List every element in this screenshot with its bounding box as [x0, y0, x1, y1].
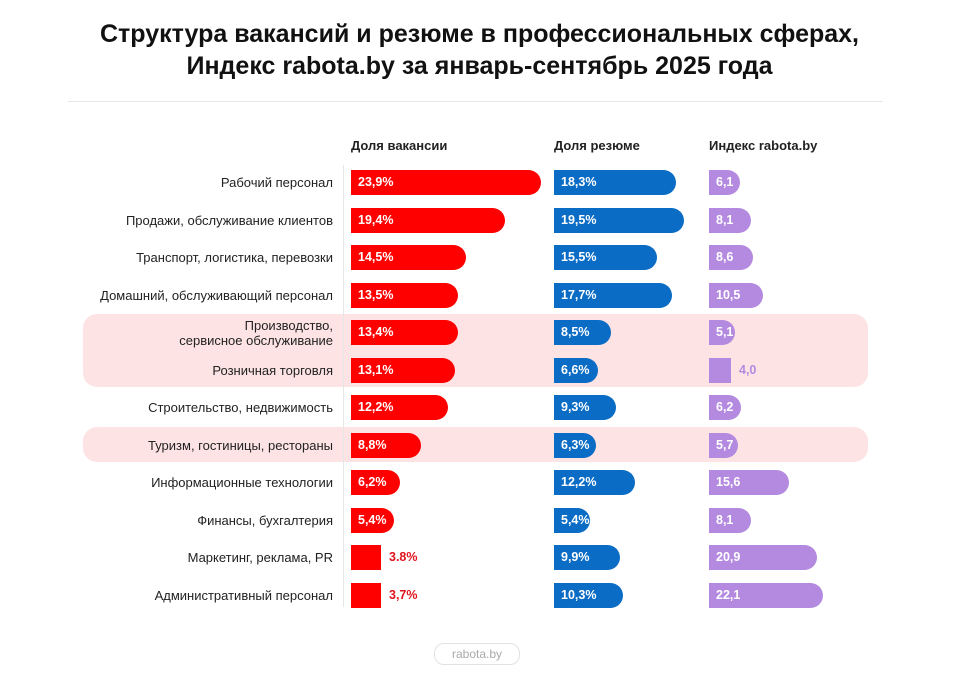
- resume-bar: 6,6%: [554, 357, 599, 383]
- index-bar: 8,6: [709, 245, 754, 270]
- header-index: Индекс rabota.by: [709, 138, 818, 153]
- index-bar: 10,5: [709, 282, 764, 308]
- value-label: 8,5%: [561, 325, 590, 339]
- value-label: 20,9: [716, 550, 741, 564]
- vacancy-bar: [351, 545, 381, 570]
- value-label: 4,0: [739, 362, 757, 377]
- value-label: 6,2%: [358, 475, 387, 489]
- value-label: 23,9%: [358, 175, 394, 189]
- value-label: 9,9%: [561, 550, 590, 564]
- value-label: 8,1: [716, 512, 734, 527]
- value-label: 18,3%: [561, 175, 597, 189]
- chart-title: Структура вакансий и резюме в профессион…: [0, 18, 959, 82]
- title-line-1: Структура вакансий и резюме в профессион…: [100, 20, 859, 48]
- value-label: 3.8%: [389, 550, 418, 564]
- category-label: Домашний, обслуживающий персонал: [100, 287, 333, 303]
- resume-bar: 8,5%: [554, 320, 611, 345]
- value-label: 8,8%: [358, 437, 387, 452]
- header-vacancies: Доля вакансии: [351, 138, 448, 153]
- value-label: 19,4%: [358, 212, 394, 227]
- vacancy-bar: 5,4%: [351, 507, 394, 533]
- highlight-band: [83, 314, 868, 387]
- value-label: 22,1: [716, 587, 741, 602]
- vacancy-bar: 14,5%: [351, 245, 467, 270]
- value-label: 8,6: [716, 250, 734, 264]
- resume-bar: 17,7%: [554, 282, 673, 308]
- value-label: 12,2%: [561, 475, 597, 489]
- value-label: 6,2: [716, 400, 734, 414]
- value-label: 13,1%: [358, 362, 394, 377]
- category-label: Финансы, бухгалтерия: [197, 512, 333, 528]
- resume-bar: 9,3%: [554, 395, 617, 420]
- category-label: Маркетинг, реклама, PR: [187, 550, 333, 565]
- footer-logo: rabota.by: [434, 643, 520, 665]
- vacancy-bar: 23,9%: [351, 170, 541, 195]
- category-label: Рабочий персонал: [220, 175, 333, 190]
- category-label: Продажи, обслуживание клиентов: [125, 212, 333, 228]
- resume-bar: 6,3%: [554, 432, 597, 458]
- index-bar: 22,1: [709, 582, 824, 608]
- resume-bar: 18,3%: [554, 170, 677, 195]
- category-label: Туризм, гостиницы, рестораны: [147, 437, 333, 453]
- value-label: 9,3%: [561, 400, 590, 414]
- vacancy-bar: 13,5%: [351, 282, 459, 308]
- vacancy-bar: [351, 582, 381, 608]
- index-bar: 8,1: [709, 507, 751, 533]
- title-line-2: Индекс rabota.by за январь-сентябрь 2025…: [186, 52, 773, 80]
- value-label: 17,7%: [561, 287, 597, 302]
- index-bar: 8,1: [709, 207, 751, 233]
- vacancy-bar: 6,2%: [351, 470, 401, 495]
- value-label: 10,5: [716, 287, 741, 302]
- index-bar: 15,6: [709, 470, 790, 495]
- resume-bar: 19,5%: [554, 207, 685, 233]
- value-label: 10,3%: [561, 587, 597, 602]
- index-bar: 5,1: [709, 320, 736, 345]
- value-label: 5,7: [716, 437, 734, 452]
- value-label: 13,5%: [358, 287, 394, 302]
- category-label: Строительство, недвижимость: [148, 400, 333, 415]
- axis-line: [343, 165, 344, 607]
- index-bar: 20,9: [709, 545, 817, 570]
- index-bar: 6,1: [709, 170, 741, 195]
- resume-bar: 15,5%: [554, 245, 658, 270]
- index-bar: 5,7: [709, 432, 739, 458]
- value-label: 5,4%: [561, 512, 590, 527]
- resume-bar: 10,3%: [554, 582, 623, 608]
- category-label: Административный персонал: [154, 587, 333, 603]
- vacancy-bar: 12,2%: [351, 395, 448, 420]
- vacancy-bar: 13,4%: [351, 320, 458, 345]
- vacancy-bar: 19,4%: [351, 207, 506, 233]
- value-label: 6,6%: [561, 362, 590, 377]
- value-label: 5,4%: [358, 512, 387, 527]
- value-label: 8,1: [716, 212, 734, 227]
- index-bar: [709, 357, 731, 383]
- category-label: Розничная торговля: [212, 362, 333, 378]
- resume-bar: 5,4%: [554, 507, 591, 533]
- divider: [68, 101, 883, 102]
- resume-bar: 9,9%: [554, 545, 621, 570]
- vacancy-bar: 13,1%: [351, 357, 456, 383]
- value-label: 12,2%: [358, 400, 394, 414]
- value-label: 13,4%: [358, 325, 394, 339]
- value-label: 15,6: [716, 475, 741, 489]
- value-label: 15,5%: [561, 250, 597, 264]
- category-label: Производство, сервисное обслуживание: [179, 317, 333, 348]
- category-label: Информационные технологии: [151, 475, 333, 490]
- index-bar: 6,2: [709, 395, 741, 420]
- header-resumes: Доля резюме: [554, 138, 640, 153]
- value-label: 5,1: [716, 325, 734, 339]
- vacancy-bar: 8,8%: [351, 432, 421, 458]
- category-label: Транспорт, логистика, перевозки: [136, 250, 333, 265]
- value-label: 14,5%: [358, 250, 394, 264]
- value-label: 19,5%: [561, 212, 597, 227]
- value-label: 6,1: [716, 175, 734, 189]
- resume-bar: 12,2%: [554, 470, 636, 495]
- value-label: 3,7%: [389, 587, 418, 602]
- value-label: 6,3%: [561, 437, 590, 452]
